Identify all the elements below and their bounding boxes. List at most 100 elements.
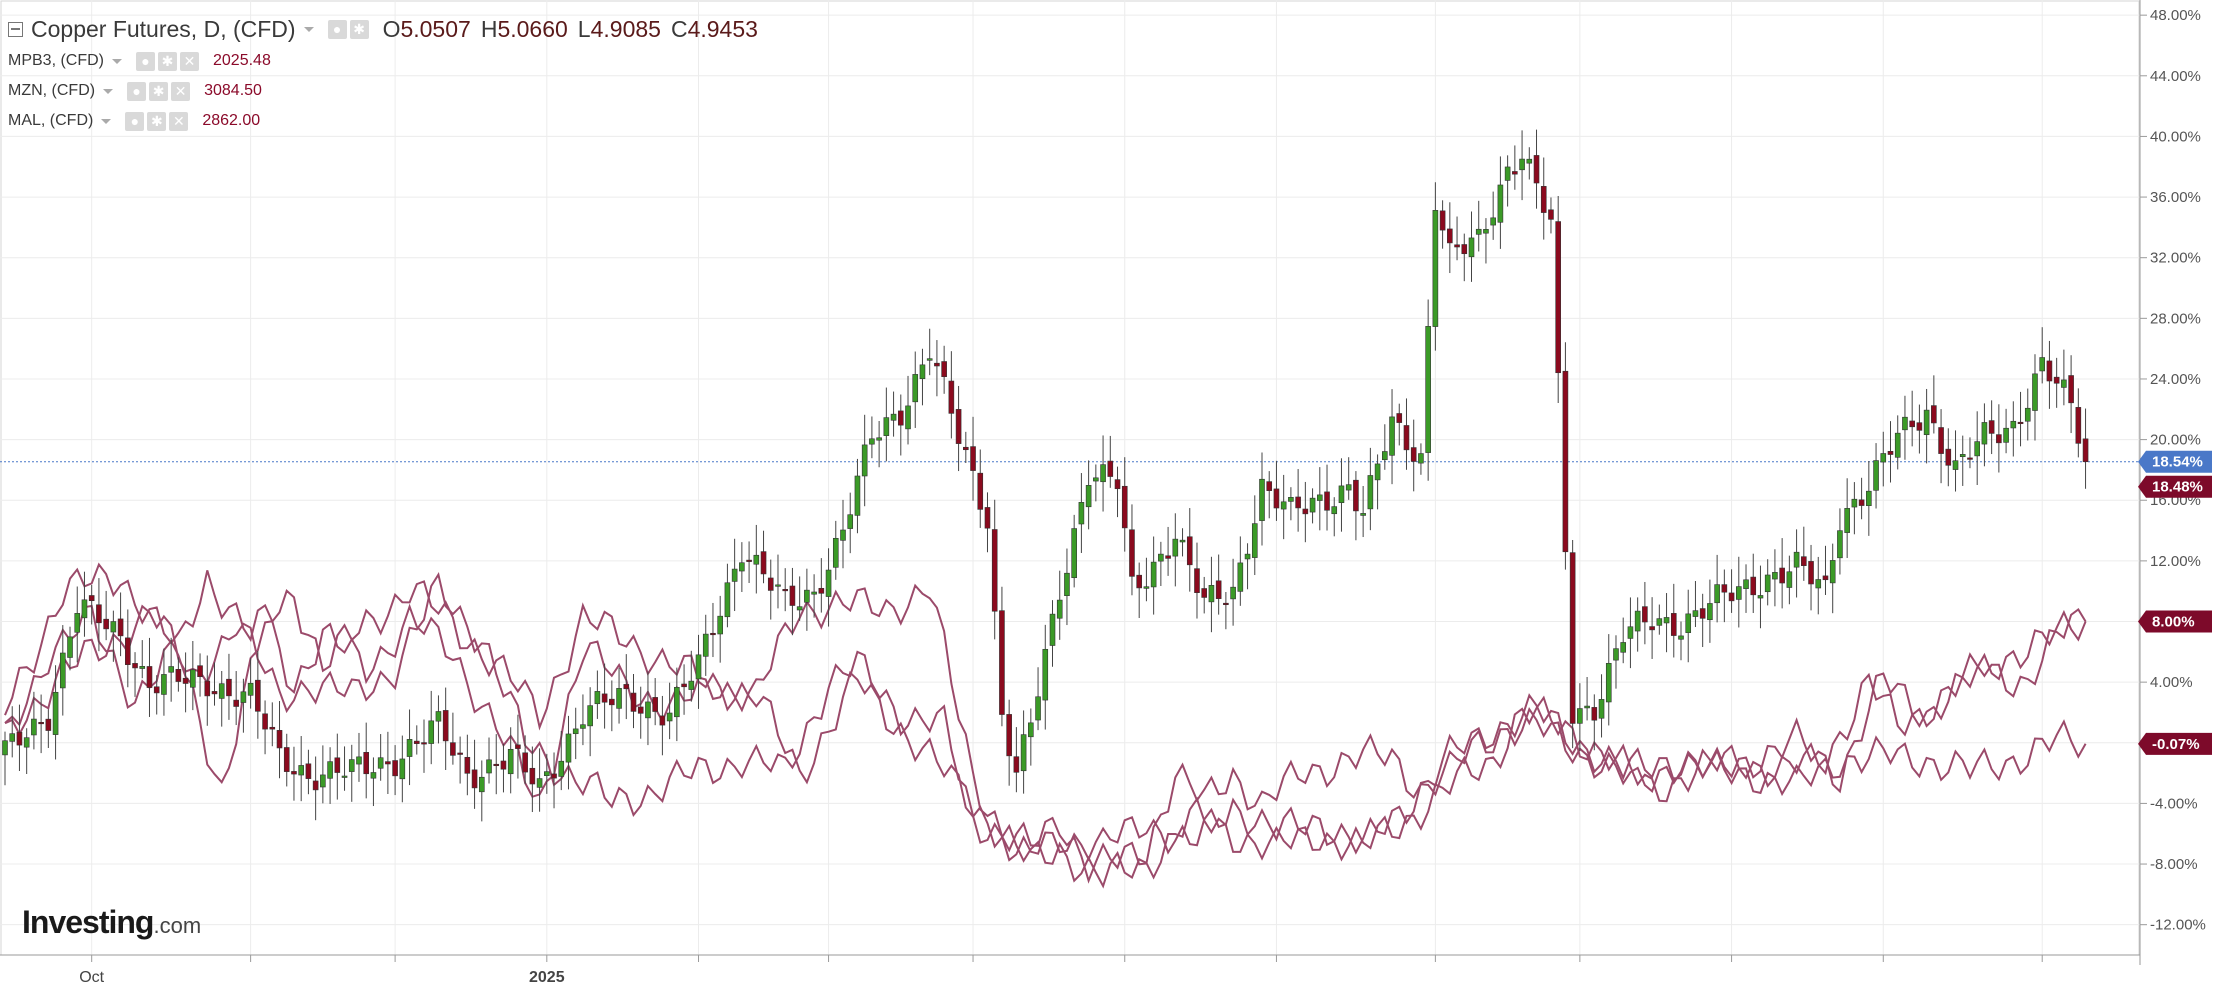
candle	[1801, 526, 1807, 581]
close-icon[interactable]: ✕	[180, 51, 199, 71]
y-tick-label: 28.00%	[2150, 310, 2201, 327]
candle	[941, 345, 947, 394]
chevron-down-icon[interactable]	[112, 58, 122, 64]
candle	[2082, 408, 2089, 489]
candle	[912, 351, 919, 428]
candle-body	[269, 726, 276, 730]
eye-icon[interactable]: ●	[125, 111, 145, 131]
candle	[1367, 447, 1374, 531]
candle-body	[1815, 579, 1822, 589]
candle-body	[1403, 425, 1410, 451]
candle	[666, 682, 673, 740]
candle	[1064, 548, 1070, 626]
candle	[515, 714, 521, 779]
candle	[153, 675, 160, 715]
candle	[356, 732, 362, 782]
candle	[1959, 435, 1966, 486]
candle-body	[1418, 453, 1424, 464]
candle	[1447, 202, 1453, 274]
candle	[963, 431, 969, 464]
candle	[739, 542, 745, 592]
close-icon[interactable]: ✕	[171, 81, 191, 101]
candle	[1136, 562, 1142, 618]
candle-body	[1410, 447, 1417, 462]
candle	[1309, 488, 1316, 524]
candle	[565, 715, 572, 790]
y-tick-label: -4.00%	[2150, 795, 2198, 812]
candle-body	[399, 758, 406, 780]
eye-icon[interactable]: ●	[127, 81, 147, 101]
candle-body	[1316, 494, 1323, 501]
high-value: 5.0660	[497, 15, 568, 42]
candle	[1107, 435, 1114, 488]
collapse-icon[interactable]	[8, 21, 23, 37]
badge-shape	[2138, 610, 2212, 633]
gear-icon[interactable]: ✱	[147, 111, 167, 131]
y-tick-label: 4.00%	[2150, 674, 2193, 691]
candle-body	[1627, 626, 1634, 639]
candle	[1201, 576, 1208, 614]
candle	[883, 387, 890, 462]
overlay-symbol-label[interactable]: MZN, (CFD)	[8, 82, 96, 99]
candle	[218, 671, 225, 727]
candle	[1974, 411, 1980, 486]
candle-body	[1425, 326, 1431, 453]
candle-body	[197, 665, 203, 677]
legend-main-row: Copper Futures, D, (CFD) ● ✱ O 5.0507 H …	[8, 12, 768, 46]
gear-icon[interactable]: ✱	[149, 81, 169, 101]
close-icon[interactable]: ✕	[169, 111, 189, 131]
candle	[9, 706, 16, 758]
candle-body	[1201, 588, 1208, 598]
candle-body	[413, 740, 420, 744]
candle-body	[1952, 460, 1959, 470]
chevron-down-icon[interactable]	[101, 118, 112, 124]
candle-body	[1519, 158, 1525, 171]
candle-body	[1179, 539, 1186, 543]
candle	[132, 652, 138, 697]
candle-body	[168, 666, 174, 673]
candle	[796, 576, 803, 621]
candle-body	[1974, 441, 1980, 457]
candle-body	[298, 765, 304, 776]
y-tick-label: 12.00%	[2150, 553, 2201, 570]
overlay-symbol-label[interactable]: MPB3, (CFD)	[8, 52, 104, 69]
candle	[652, 678, 658, 726]
candle	[1316, 467, 1323, 531]
eye-icon[interactable]: ●	[327, 19, 347, 39]
candle-body	[2, 740, 8, 756]
candle-body	[1006, 714, 1012, 757]
overlay-value: 2025.48	[213, 52, 271, 69]
candle-body	[457, 752, 463, 755]
candle-body	[1230, 586, 1236, 600]
candle-body	[88, 595, 95, 602]
candle	[211, 662, 218, 706]
candle-body	[1468, 237, 1475, 258]
candle-body	[1757, 595, 1764, 599]
candle	[96, 578, 102, 652]
chevron-down-icon[interactable]	[103, 88, 114, 94]
candle	[298, 736, 304, 802]
candle-body	[1707, 603, 1713, 621]
candle	[1829, 543, 1836, 614]
gear-icon[interactable]: ✱	[349, 19, 369, 39]
candle	[363, 722, 370, 799]
candle-body	[1338, 485, 1345, 504]
candle	[1129, 504, 1135, 596]
chevron-down-icon[interactable]	[303, 26, 314, 32]
main-symbol-label[interactable]: Copper Futures, D, (CFD)	[31, 15, 296, 42]
candle-body	[637, 706, 644, 714]
candle	[1844, 478, 1850, 559]
overlay-symbol-label[interactable]: MAL, (CFD)	[8, 112, 94, 129]
candle	[1779, 538, 1785, 609]
candle-body	[2075, 407, 2082, 444]
gear-icon[interactable]: ✱	[158, 51, 177, 71]
candle	[1230, 558, 1236, 626]
logo-text: Investing	[22, 904, 154, 940]
candle	[890, 391, 897, 437]
eye-icon[interactable]: ●	[136, 51, 155, 71]
candle-body	[2010, 420, 2017, 429]
candle	[406, 709, 413, 786]
candle-body	[356, 756, 362, 765]
candle	[1186, 508, 1193, 592]
